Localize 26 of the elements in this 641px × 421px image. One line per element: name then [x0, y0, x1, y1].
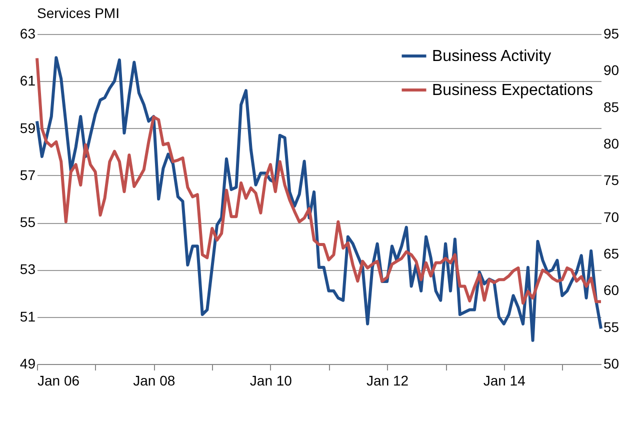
x-tick-label: Jan 10: [250, 372, 292, 388]
x-tick-label: Jan 08: [133, 372, 176, 388]
x-tick-label: Jan 14: [483, 372, 526, 388]
y-tick-label: 61: [20, 72, 36, 89]
legend-label: Business Activity: [432, 48, 552, 65]
y2-tick-label: 60: [604, 282, 620, 298]
y2-tick-label: 75: [604, 172, 620, 188]
y-tick-label: 59: [20, 120, 36, 136]
chart-title: Services PMI: [37, 5, 120, 21]
y2-tick-label: 50: [604, 356, 620, 372]
y-tick-label: 55: [20, 214, 36, 230]
y-tick-label: 53: [20, 261, 36, 278]
x-tick-label: Jan 12: [366, 372, 409, 388]
y2-tick-label: 55: [604, 318, 620, 335]
y2-tick-label: 95: [604, 26, 620, 42]
y-tick-label: 63: [20, 26, 36, 42]
x-tick-label: Jan 06: [38, 372, 80, 388]
y2-tick-label: 80: [604, 136, 620, 152]
y2-tick-label: 90: [604, 62, 620, 78]
y2-tick-label: 65: [604, 246, 620, 262]
y2-tick-label: 70: [604, 208, 620, 225]
y-tick-label: 51: [20, 308, 36, 324]
y2-tick-label: 85: [604, 98, 620, 115]
y-tick-label: 57: [20, 166, 36, 183]
y-tick-label: 49: [20, 356, 36, 372]
legend-label: Business Expectations: [432, 82, 593, 99]
